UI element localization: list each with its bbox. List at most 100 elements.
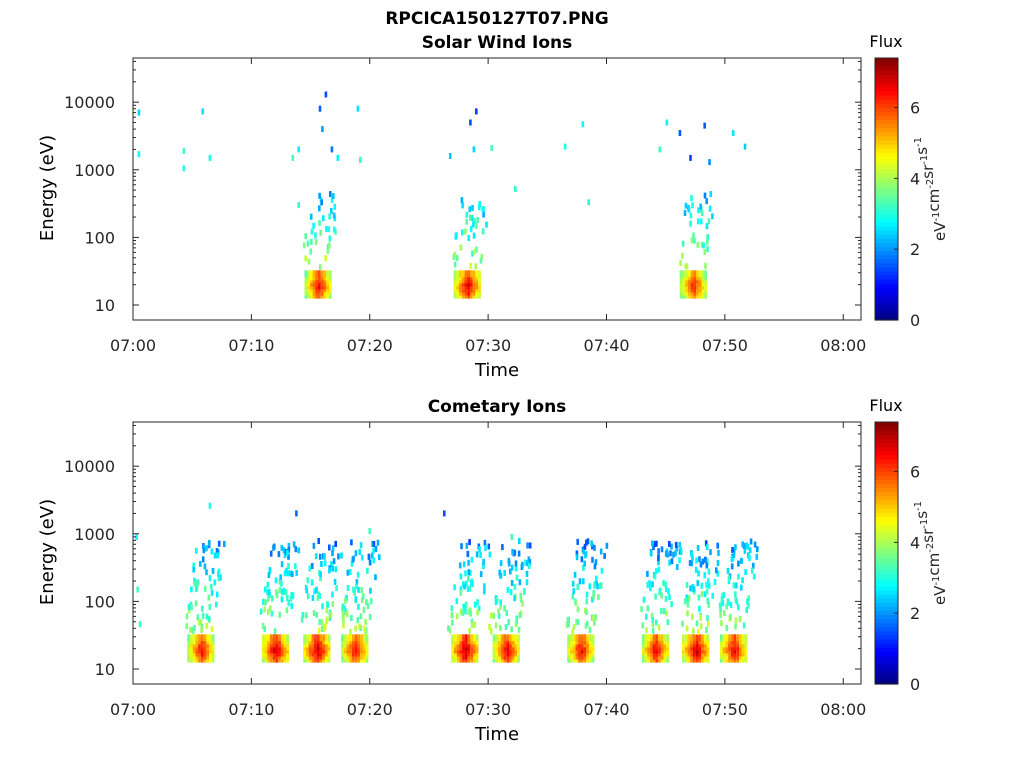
data-cell	[219, 574, 222, 581]
data-cell	[304, 270, 308, 278]
data-cell	[650, 550, 653, 557]
data-cell	[202, 547, 206, 554]
axes-frame	[132, 421, 862, 685]
colorbar-segment	[875, 446, 898, 452]
data-cell	[464, 601, 468, 608]
data-cell	[748, 555, 751, 561]
colorbar-segment	[875, 467, 898, 472]
data-cell	[741, 634, 745, 642]
data-cell	[605, 542, 609, 549]
data-cell	[356, 571, 360, 578]
x-tick-label: 07:30	[465, 700, 511, 719]
data-cell	[137, 109, 141, 116]
data-cell	[461, 270, 465, 278]
data-cell	[683, 598, 687, 605]
data-cell	[372, 557, 375, 564]
data-cell	[703, 192, 707, 199]
data-cell	[301, 612, 305, 619]
data-cell	[513, 595, 516, 602]
colorbar-segment	[875, 168, 898, 174]
data-cell	[343, 634, 347, 642]
data-cell	[483, 583, 486, 590]
data-cell	[585, 609, 588, 616]
data-cell	[314, 553, 318, 560]
data-cell	[363, 625, 366, 632]
data-cell	[687, 270, 691, 278]
data-cell	[585, 598, 589, 605]
colorbar-segment	[875, 606, 898, 611]
colorbar-segment	[875, 123, 898, 129]
data-cell	[737, 560, 740, 567]
data-cell	[200, 626, 203, 633]
data-cell	[503, 634, 507, 642]
data-cell	[689, 585, 692, 592]
data-cell	[640, 606, 643, 613]
data-cell	[478, 270, 481, 278]
data-cell	[642, 596, 646, 603]
colorbar-segment	[875, 311, 898, 317]
colorbar-segment	[875, 172, 898, 178]
data-cell	[349, 628, 352, 635]
data-cell	[473, 621, 477, 628]
data-cell	[514, 634, 518, 642]
data-cell	[464, 570, 467, 577]
colorbar-segment	[875, 450, 898, 456]
data-cell	[473, 248, 476, 255]
data-cell	[745, 542, 748, 549]
data-cell	[320, 199, 323, 206]
data-cell	[722, 592, 726, 598]
data-cell	[664, 550, 668, 557]
data-cell	[467, 634, 471, 642]
data-cell	[217, 575, 221, 582]
data-cell	[281, 634, 284, 642]
colorbar-tick-label: 0	[910, 311, 920, 330]
data-cell	[469, 569, 472, 576]
x-tick-label: 07:50	[702, 700, 748, 719]
x-tick-label: 07:10	[228, 700, 274, 719]
colorbar-segment	[875, 593, 898, 599]
data-cell	[592, 593, 595, 600]
data-cell	[360, 587, 364, 594]
data-cell	[319, 634, 323, 642]
colorbar-segment	[875, 561, 898, 566]
data-cell	[655, 540, 658, 547]
data-cell	[291, 571, 294, 577]
data-cell	[197, 619, 201, 626]
data-cell	[462, 603, 465, 610]
data-cell	[346, 569, 350, 576]
data-cell	[664, 581, 667, 588]
data-cell	[451, 619, 454, 626]
data-cell	[747, 595, 751, 602]
data-cell	[216, 552, 219, 559]
data-cell	[483, 539, 487, 546]
data-cell	[729, 601, 733, 608]
data-cell	[653, 541, 657, 547]
data-cell	[495, 634, 499, 642]
data-cell	[455, 598, 459, 604]
data-cell	[498, 634, 501, 642]
data-cell	[213, 552, 217, 559]
data-cell	[752, 562, 755, 569]
data-cell	[698, 605, 701, 612]
data-cell	[705, 562, 709, 569]
data-cell	[700, 218, 703, 225]
data-cell	[332, 212, 336, 219]
colorbar-tick-label: 2	[910, 604, 920, 623]
data-cell	[326, 270, 329, 278]
data-cell	[295, 569, 298, 576]
data-cell	[282, 547, 286, 554]
data-cell	[657, 559, 660, 566]
data-cell	[330, 196, 334, 203]
data-cell	[187, 634, 190, 642]
data-cell	[196, 614, 200, 621]
data-cell	[572, 588, 575, 595]
data-cell	[685, 625, 689, 632]
data-cell	[349, 634, 352, 642]
data-cell	[318, 264, 322, 271]
data-cell	[365, 599, 368, 606]
data-cell	[360, 554, 364, 561]
colorbar-segment	[875, 442, 898, 448]
data-cell	[208, 502, 212, 509]
colorbar-segment	[875, 62, 898, 67]
data-cell	[331, 545, 335, 552]
